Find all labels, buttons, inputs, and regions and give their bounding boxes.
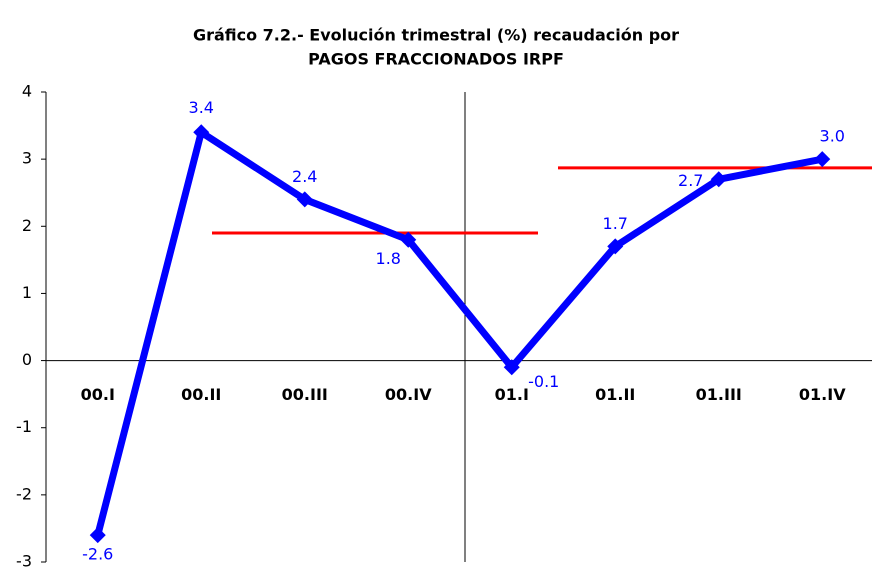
- x-tick-label: 00.III: [282, 385, 328, 404]
- data-label: 3.0: [820, 127, 845, 146]
- marker: [296, 191, 313, 208]
- marker: [89, 527, 106, 544]
- x-tick-label: 01.III: [696, 385, 742, 404]
- y-tick-label: 0: [22, 350, 32, 369]
- marker: [503, 359, 520, 376]
- data-label: 2.7: [678, 171, 703, 190]
- x-tick-label: 00.IV: [385, 385, 432, 404]
- y-tick-label: -1: [16, 417, 32, 436]
- x-tick-label: 00.II: [181, 385, 221, 404]
- data-label: -2.6: [82, 545, 113, 564]
- chart-title: Gráfico 7.2.- Evolución trimestral (%) r…: [193, 26, 679, 45]
- data-label: 3.4: [189, 98, 214, 117]
- marker: [400, 231, 417, 248]
- marker: [710, 171, 727, 188]
- marker: [193, 124, 210, 141]
- y-tick-label: 2: [22, 216, 32, 235]
- x-tick-label: 00.I: [81, 385, 115, 404]
- y-tick-label: 4: [22, 82, 32, 101]
- x-tick-label: 01.II: [595, 385, 635, 404]
- y-tick-label: -2: [16, 484, 32, 503]
- x-tick-label: 01.IV: [799, 385, 846, 404]
- marker: [814, 151, 831, 168]
- data-label: -0.1: [528, 372, 559, 391]
- data-label: 2.4: [292, 167, 317, 186]
- data-label: 1.7: [603, 214, 628, 233]
- y-tick-label: 1: [22, 283, 32, 302]
- series-line: [94, 128, 823, 537]
- y-tick-label: 3: [22, 149, 32, 168]
- x-tick-label: 01.I: [495, 385, 529, 404]
- y-tick-label: -3: [16, 552, 32, 571]
- marker: [607, 238, 624, 255]
- chart-title: PAGOS FRACCIONADOS IRPF: [308, 50, 564, 69]
- data-label: 1.8: [376, 249, 401, 268]
